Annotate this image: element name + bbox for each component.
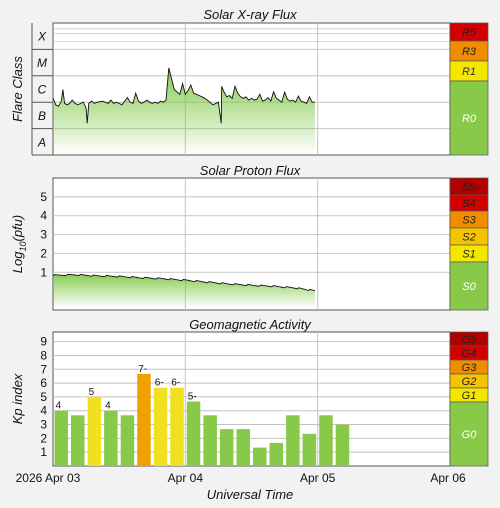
kp-bar-label: 5- [188,392,197,403]
radio-scale-label: R0 [462,113,477,125]
kp-bar-label: 4 [105,401,111,412]
flare-class-label: B [38,109,46,123]
geomag-scale-label: G3 [462,362,478,374]
radio-scale-label: R1 [462,66,476,78]
xray-scale-bar: R5 R3 R1 R0 [449,22,489,156]
kp-bar [302,433,317,466]
proton-ylabel-log: Log [10,251,25,273]
xray-fill [53,67,315,155]
kp-bar [153,387,168,466]
proton-title: Solar Proton Flux [200,163,301,178]
radio-scale-label: R3 [462,46,477,58]
proton-ylabel-unit: (pfu) [10,215,25,242]
proton-tick-label: 5 [40,190,47,204]
flare-class-label: C [38,83,47,97]
proton-series-line [52,273,316,292]
kp-bar [87,396,102,466]
xray-ylabel: Flare Class [10,56,25,122]
proton-tick-label: 3 [40,228,47,242]
solar-radiation-scale-label: S4 [462,198,475,210]
geomag-scale-label: G4 [462,348,477,360]
kp-bar [203,415,217,466]
flare-class-label: M [37,56,47,70]
geomag-scale-label: G0 [462,429,478,441]
proton-ylabel-sub: 10 [18,242,28,252]
kp-bar [335,424,350,466]
kp-bar [219,429,234,466]
kp-tick-label: 4 [40,404,47,418]
solar-radiation-scale-label: S1 [462,249,475,261]
geomag-scale-label: G2 [462,376,477,388]
kp-bar [54,410,68,466]
kp-ylabel: Kp index [10,373,25,424]
geomag-scale-label: G1 [462,390,477,402]
solar-radiation-scale-label: S3 [462,215,476,227]
kp-tick-label: 6 [40,376,47,390]
kp-bar [253,447,267,466]
proton-panel: 1 2 3 4 5 Log10(pfu) S5 S4 S3 S2 S1 S0 [10,177,489,311]
kp-bar [120,415,135,466]
proton-tick-label: 1 [40,265,47,279]
proton-tick-label: 4 [40,209,47,223]
proton-y-ticks: 1 2 3 4 5 [40,190,47,279]
kp-bar [71,415,85,466]
proton-ylabel: Log10(pfu) [10,215,28,273]
solar-radiation-scale-label: S5 [462,182,476,194]
xray-title: Solar X-ray Flux [203,7,297,22]
x-tick-label: Apr 04 [168,471,204,485]
kp-bar-label: 6- [155,378,164,389]
kp-bar-label: 4 [56,401,62,412]
kp-tick-label: 7 [40,362,47,376]
xray-series-line [52,67,315,124]
x-axis-label: Universal Time [207,487,294,502]
kp-tick-label: 8 [40,348,47,362]
geomag-scale-g0 [449,401,489,467]
kp-bar [170,387,184,466]
solar-radiation-scale-label: S2 [462,232,475,244]
x-tick-label: Apr 05 [300,471,336,485]
kp-tick-label: 3 [40,418,47,432]
kp-bar [269,442,283,466]
solar-radiation-scale-label: S0 [462,281,476,293]
kp-bar-label: 7- [138,364,147,375]
kp-bar [319,415,333,466]
kp-bar [236,429,250,466]
kp-bar-label: 6- [171,378,180,389]
kp-bar [137,373,151,466]
geomag-scale-label: G5 [462,334,478,346]
kp-scale-bar: G5 G4 G3 G2 G1 G0 [449,331,489,467]
radio-scale-r0 [449,80,489,156]
kp-tick-label: 2 [40,431,47,445]
kp-bar-label: 5 [89,387,95,398]
kp-grid [53,332,450,466]
kp-bar [104,410,118,466]
kp-plot-area [52,331,451,467]
proton-tick-label: 2 [40,246,47,260]
x-tick-label: 2026 Apr 03 [16,471,81,485]
kp-tick-label: 1 [40,445,47,459]
flare-class-label: A [37,135,46,149]
kp-bar [286,415,300,466]
kp-tick-label: 5 [40,390,47,404]
flare-class-label: X [37,30,47,44]
x-axis: 2026 Apr 03 Apr 04 Apr 05 Apr 06 [16,471,466,485]
proton-scale-bar: S5 S4 S3 S2 S1 S0 [449,177,489,311]
radio-scale-label: R5 [462,27,477,39]
solar-radiation-scale-s0 [449,261,489,311]
x-tick-label: Apr 06 [430,471,466,485]
proton-fill [53,274,315,308]
kp-bar [186,401,201,466]
kp-tick-label: 9 [40,335,47,349]
kp-title: Geomagnetic Activity [189,317,312,332]
